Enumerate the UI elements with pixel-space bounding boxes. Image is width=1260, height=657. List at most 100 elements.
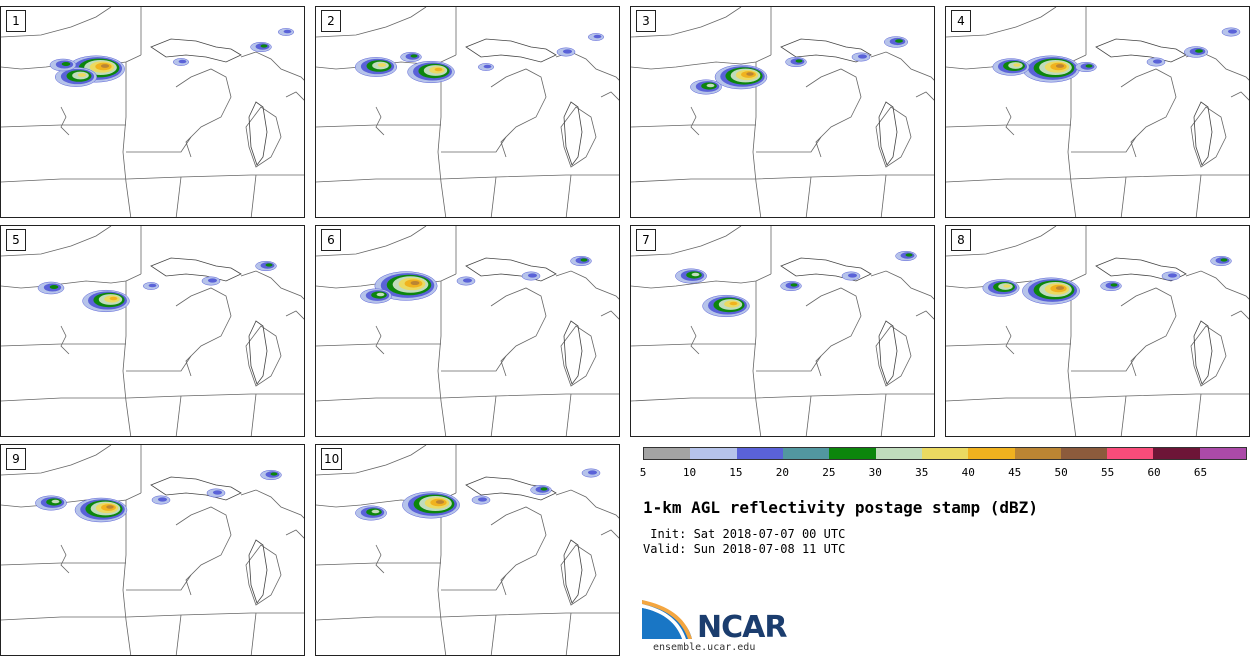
reflectivity-cell [376,292,385,297]
boundary-line [490,176,497,217]
lake-outline [248,539,268,604]
panel-label: 4 [951,10,971,32]
lake-outline [1193,101,1213,166]
boundary-line [250,393,257,436]
boundary-line [285,91,304,101]
reflectivity-cell [148,283,157,288]
boundary-line [870,51,934,81]
member-panel-2: 2 [315,6,620,218]
reflectivity-cell [109,296,118,301]
colorbar-segment-2 [736,448,783,459]
reflectivity-cell [691,272,700,277]
colorbar-ticks: 5 10 15 20 25 30 35 40 45 50 55 60 65 [640,466,1247,480]
boundary-line [870,270,934,300]
boundary-line [437,281,447,436]
reflectivity-cell [483,64,492,69]
boundary-line [1,612,304,621]
boundary-line [240,51,304,81]
reflectivity-cell [410,280,420,286]
reflectivity-cell [562,49,573,54]
boundary-line [245,106,282,168]
lake-outline [780,38,872,63]
boundary-line [752,62,762,217]
boundary-line [316,174,619,183]
colorbar-segment-0 [644,448,691,459]
reflectivity-cell [61,62,71,66]
boundary-line [175,68,232,158]
reflectivity-cell [106,505,114,509]
boundary-line [805,395,812,436]
boundary-line [122,62,132,217]
map-5 [1,226,304,436]
panel-label: 3 [636,10,656,32]
boundary-line [631,393,934,402]
member-panel-5: 5 [0,225,305,437]
boundary-line [441,574,507,591]
reflectivity-colorbar [643,447,1247,460]
boundary-line [122,500,132,655]
reflectivity-cell [857,54,868,59]
boundary-line [250,612,257,655]
colorbar-segment-11 [1153,448,1200,459]
boundary-line [375,544,385,574]
boundary-line [316,393,619,402]
colorbar-segment-6 [921,448,969,459]
reflectivity-cell [905,253,913,257]
lake-outline [150,38,242,63]
lake-outline [465,476,557,501]
boundary-line [565,612,572,655]
reflectivity-cell [1227,29,1238,34]
reflectivity-cell [1055,64,1065,68]
colorbar-tick-label: 50 [1054,466,1068,479]
boundary-line [240,270,304,300]
reflectivity-cell [207,278,218,283]
colorbar-segment-9 [1060,448,1108,459]
reflectivity-cell [527,273,538,278]
boundary-line [1120,287,1177,377]
boundary-line [1,562,126,566]
boundary-line [1230,310,1249,320]
boundary-line [245,325,282,387]
boundary-line [122,281,132,436]
reflectivity-cell [462,278,473,283]
colorbar-tick-label: 15 [729,466,743,479]
map-8 [946,226,1249,436]
boundary-line [316,562,441,566]
colorbar-tick-label: 55 [1100,466,1115,479]
colorbar-tick-label: 40 [961,466,975,479]
panel-label: 2 [321,10,341,32]
boundary-line [915,310,934,320]
lake-outline [150,476,242,501]
lake-outline [1095,257,1187,282]
boundary-line [631,7,742,38]
colorbar-tick-label: 10 [682,466,697,479]
reflectivity-cell [178,59,187,64]
reflectivity-cell [847,273,858,278]
boundary-line [316,612,619,621]
boundary-line [805,176,812,217]
boundary-line [1190,325,1227,387]
boundary-line [946,124,1071,128]
reflectivity-cell [434,67,443,72]
colorbar-segment-4 [829,448,876,459]
website-url: ensemble.ucar.edu [653,642,756,653]
member-panel-4: 4 [945,6,1250,218]
member-panel-10: 10 [315,444,620,656]
boundary-line [126,136,192,153]
reflectivity-cell [49,285,59,289]
reflectivity-cell [729,301,738,306]
boundary-line [1190,106,1227,168]
lake-outline [465,38,557,63]
boundary-line [756,355,822,372]
reflectivity-cell [706,83,715,88]
reflectivity-cell [270,472,278,476]
valid-time: Valid: Sun 2018-07-08 11 UTC [643,542,846,556]
colorbar-segment-12 [1199,448,1247,459]
ncar-logo-icon [642,600,692,639]
boundary-line [1071,136,1137,153]
panel-label: 8 [951,229,971,251]
boundary-line [560,325,597,387]
boundary-line [316,343,441,347]
boundary-line [565,393,572,436]
map-7 [631,226,934,436]
